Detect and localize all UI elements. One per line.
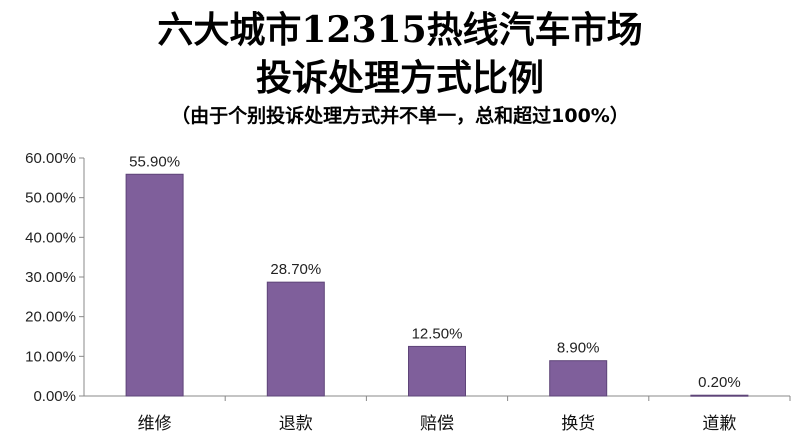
- bar: [549, 360, 608, 397]
- y-tick-label: 10.00%: [25, 348, 76, 365]
- bar: [408, 345, 466, 397]
- x-tick-label: 道歉: [702, 414, 736, 434]
- bar: [266, 281, 325, 397]
- y-tick-label: 30.00%: [25, 269, 76, 286]
- x-tick-label: 退款: [279, 414, 313, 434]
- y-tick-label: 50.00%: [25, 190, 76, 207]
- data-label: 12.50%: [412, 325, 463, 342]
- data-label: 55.90%: [129, 153, 180, 170]
- y-tick-label: 40.00%: [25, 229, 76, 246]
- y-tick-label: 20.00%: [25, 309, 76, 326]
- y-tick-label: 0.00%: [33, 388, 76, 405]
- data-label: 0.20%: [698, 374, 741, 391]
- x-tick-label: 换货: [561, 414, 595, 434]
- chart-subtitle: （由于个别投诉处理方式并不单一，总和超过100%）: [171, 105, 629, 127]
- x-tick-label: 维修: [138, 414, 172, 434]
- data-label: 28.70%: [270, 261, 321, 278]
- data-label: 8.90%: [557, 340, 600, 357]
- x-tick-label: 赔偿: [420, 414, 454, 434]
- chart-title-line2: 投诉处理方式比例: [255, 57, 544, 99]
- bar: [125, 173, 184, 397]
- bar: [690, 394, 749, 397]
- chart-title-line1: 六大城市12315热线汽车市场: [157, 9, 643, 51]
- y-tick-label: 60.00%: [25, 150, 76, 167]
